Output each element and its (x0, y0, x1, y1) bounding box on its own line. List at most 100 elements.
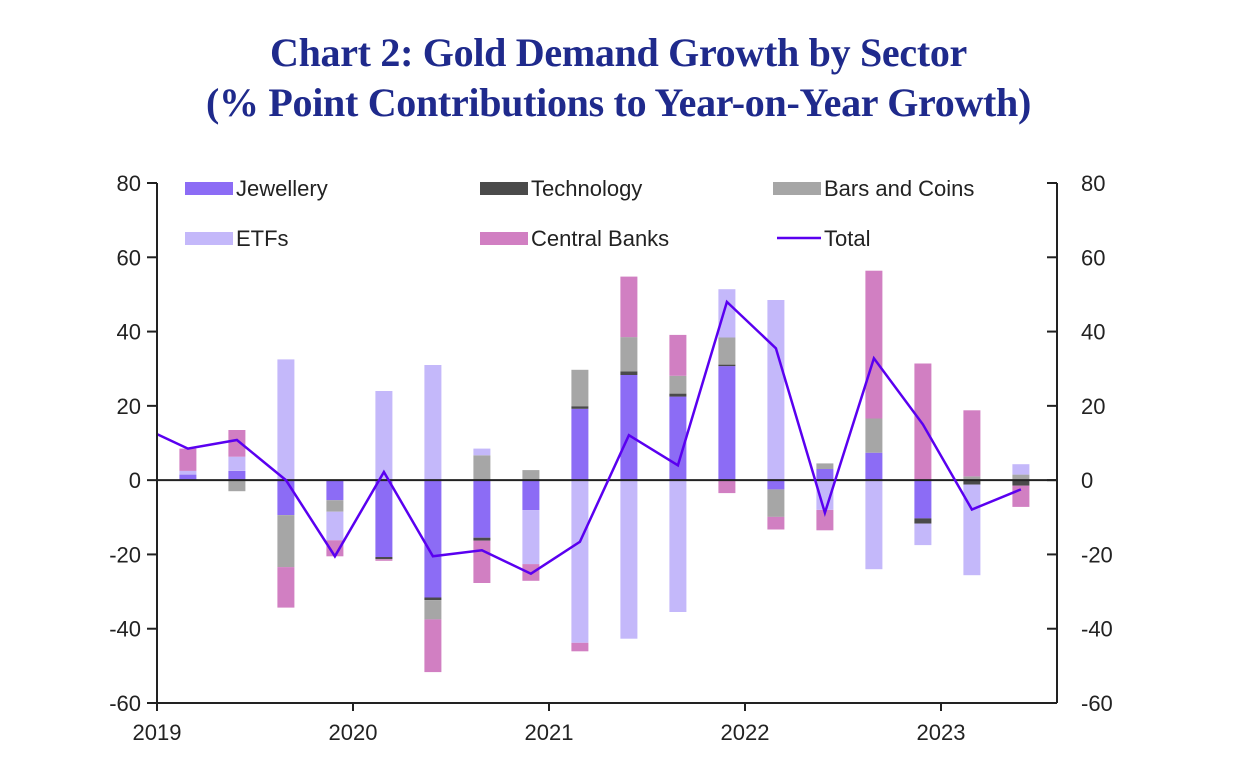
legend-item-technology: Technology (480, 176, 642, 201)
left-y-tick-label: -40 (109, 617, 141, 642)
bar-segment-central-banks-2020Q2 (375, 559, 393, 561)
bar-segment-technology-2021Q3 (620, 371, 638, 375)
bar-segment-bars-and-coins-2019Q4 (277, 515, 295, 568)
left-y-tick-label: 80 (117, 171, 141, 196)
legend-swatch (185, 182, 233, 195)
bar-segment-jewellery-2020Q4 (473, 480, 491, 538)
bar-segment-central-banks-2019Q2 (179, 448, 197, 471)
legend: Jewellery Technology Bars and Coins ETFs Cen… (185, 176, 974, 251)
legend-swatch (773, 182, 821, 195)
bar-segment-central-banks-2019Q4 (277, 567, 295, 608)
bar-segment-bars-and-coins-2021Q3 (620, 337, 638, 372)
bar-segment-central-banks-2021Q4 (669, 334, 687, 376)
bar-segment-central-banks-2020Q1 (326, 540, 344, 557)
bar-segment-bars-and-coins-2022Q1 (718, 337, 736, 365)
bar-segment-etfs-2021Q3 (620, 480, 638, 639)
bar-segment-etfs-2022Q4 (865, 480, 883, 570)
legend-label: Total (824, 226, 870, 251)
bar-segment-etfs-2019Q2 (179, 470, 197, 475)
total-line-layer (156, 299, 1022, 576)
bar-segment-central-banks-2022Q2 (767, 516, 785, 530)
bar-segment-central-banks-2022Q4 (865, 270, 883, 419)
bars-layer (179, 270, 1030, 673)
bar-segment-central-banks-2019Q3 (228, 430, 246, 457)
legend-label: Bars and Coins (824, 176, 974, 201)
left-y-tick-label: 20 (117, 394, 141, 419)
bar-segment-etfs-2020Q1 (326, 511, 344, 541)
legend-label: Jewellery (236, 176, 328, 201)
bar-segment-etfs-2021Q1 (522, 510, 540, 565)
axes-layer: 80 60 40 20 0 -20 -40 -60 80 60 40 20 0 -20 -40 -60 2019… (109, 171, 1113, 745)
bar-segment-jewellery-2023Q1 (914, 480, 932, 519)
bar-segment-technology-2022Q1 (718, 364, 736, 367)
bar-segment-bars-and-coins-2019Q3 (228, 480, 246, 492)
bar-segment-bars-and-coins-2022Q4 (865, 418, 883, 453)
bar-segment-central-banks-2020Q3 (424, 619, 442, 673)
legend-item-bars-and-coins: Bars and Coins (773, 176, 974, 201)
right-y-tick-label: -20 (1081, 542, 1113, 567)
bar-segment-jewellery-2021Q1 (522, 480, 540, 511)
right-y-tick-label: 60 (1081, 245, 1105, 270)
legend-item-central-banks: Central Banks (480, 226, 669, 251)
bar-segment-etfs-2022Q2 (767, 300, 785, 481)
bar-segment-etfs-2023Q3 (1012, 464, 1030, 475)
right-y-tick-label: 80 (1081, 171, 1105, 196)
x-tick-label: 2019 (133, 720, 182, 745)
bar-segment-jewellery-2020Q2 (375, 480, 393, 557)
bar-segment-bars-and-coins-2023Q2 (963, 476, 981, 481)
bar-segment-central-banks-2022Q1 (718, 480, 736, 494)
legend-label: ETFs (236, 226, 289, 251)
x-tick-label: 2023 (917, 720, 966, 745)
right-y-tick-label: 40 (1081, 320, 1105, 345)
bar-segment-central-banks-2023Q1 (914, 363, 932, 481)
bar-segment-technology-2023Q1 (914, 518, 932, 524)
bar-segment-central-banks-2023Q2 (963, 410, 981, 477)
legend-item-total: Total (777, 226, 870, 251)
bar-segment-jewellery-2019Q4 (277, 480, 295, 515)
bar-segment-bars-and-coins-2022Q2 (767, 489, 785, 517)
bar-segment-etfs-2019Q4 (277, 359, 295, 481)
legend-item-etfs: ETFs (185, 226, 289, 251)
bar-segment-jewellery-2022Q3 (816, 469, 834, 481)
chart-title: Chart 2: Gold Demand Growth by Sector (269, 30, 968, 75)
right-y-tick-label: 20 (1081, 394, 1105, 419)
bar-segment-central-banks-2020Q4 (473, 540, 491, 583)
bar-segment-technology-2023Q3 (1012, 480, 1030, 486)
bar-segment-technology-2021Q4 (669, 393, 687, 397)
bar-segment-jewellery-2021Q2 (571, 408, 589, 481)
bar-segment-technology-2023Q2 (963, 480, 981, 485)
bar-segment-etfs-2019Q3 (228, 456, 246, 471)
bar-segment-jewellery-2020Q3 (424, 480, 442, 598)
legend-label: Technology (531, 176, 642, 201)
legend-swatch (480, 232, 528, 245)
bar-segment-bars-and-coins-2020Q4 (473, 455, 491, 481)
x-tick-label: 2020 (329, 720, 378, 745)
bar-segment-bars-and-coins-2022Q3 (816, 463, 834, 469)
bar-segment-jewellery-2022Q2 (767, 480, 785, 490)
left-y-tick-label: 60 (117, 245, 141, 270)
left-y-tick-label: -20 (109, 542, 141, 567)
bar-segment-technology-2020Q2 (375, 557, 393, 560)
bar-segment-jewellery-2019Q2 (179, 474, 197, 481)
legend-label: Central Banks (531, 226, 669, 251)
bar-segment-jewellery-2020Q1 (326, 480, 344, 501)
bar-segment-central-banks-2021Q3 (620, 276, 638, 338)
left-y-tick-label: 0 (129, 468, 141, 493)
x-tick-label: 2021 (525, 720, 574, 745)
x-tick-label: 2022 (721, 720, 770, 745)
legend-swatch (185, 232, 233, 245)
bar-segment-etfs-2023Q1 (914, 523, 932, 546)
bar-segment-bars-and-coins-2023Q3 (1012, 474, 1030, 481)
bar-segment-etfs-2020Q2 (375, 391, 393, 481)
bar-segment-jewellery-2021Q3 (620, 375, 638, 481)
bar-segment-bars-and-coins-2021Q1 (522, 470, 540, 481)
bar-segment-bars-and-coins-2020Q3 (424, 600, 442, 620)
right-y-tick-label: -40 (1081, 617, 1113, 642)
bar-segment-etfs-2022Q1 (718, 289, 736, 338)
left-y-tick-label: -60 (109, 691, 141, 716)
bar-segment-central-banks-2021Q2 (571, 642, 589, 652)
bar-segment-etfs-2020Q4 (473, 448, 491, 456)
bar-segment-jewellery-2021Q4 (669, 396, 687, 481)
bar-segment-bars-and-coins-2021Q4 (669, 375, 687, 394)
